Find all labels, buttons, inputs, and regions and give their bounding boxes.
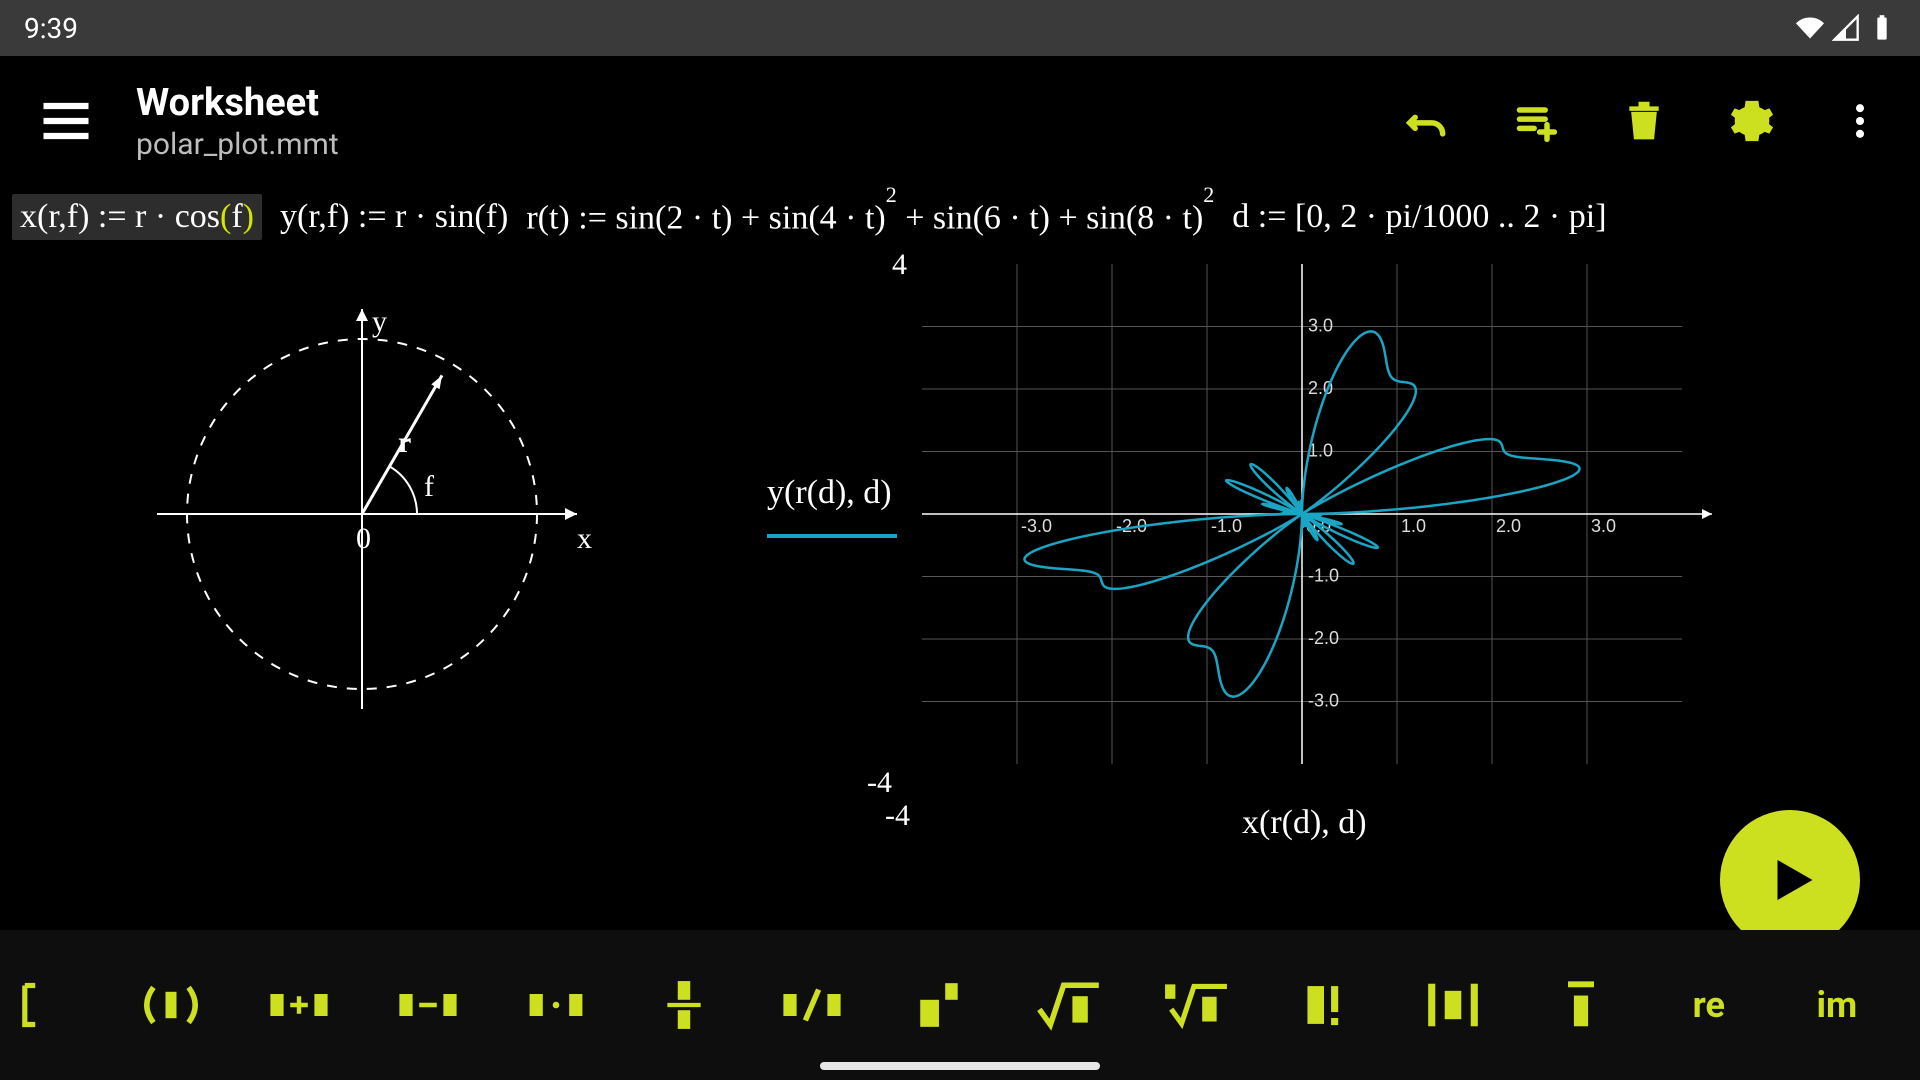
tool-parentheses[interactable] [126, 970, 216, 1040]
formula-x[interactable]: x(r,f) := r · cos(f) [12, 194, 262, 240]
more-vert-icon [1838, 99, 1882, 143]
delete-button[interactable] [1620, 97, 1668, 145]
tool-conjugate[interactable] [1536, 970, 1626, 1040]
svg-text:3.0: 3.0 [1308, 316, 1333, 336]
svg-text:2.0: 2.0 [1496, 516, 1521, 536]
tool-minus[interactable] [383, 970, 473, 1040]
tool-plus[interactable] [254, 970, 344, 1040]
tool-bracket-close[interactable] [0, 970, 88, 1040]
diagram-area: xy0rf 4 -4 -4 y(r(d), d) x(r(d), d) -3.0… [12, 254, 1908, 874]
svg-text:-1.0: -1.0 [1308, 566, 1339, 586]
svg-text:3.0: 3.0 [1591, 516, 1616, 536]
status-icons [1796, 14, 1896, 42]
formula-y[interactable]: y(r,f) := r · sin(f) [280, 198, 508, 236]
signal-icon [1832, 14, 1860, 42]
svg-text:-3.0: -3.0 [1308, 691, 1339, 711]
page-title: Worksheet [136, 81, 1404, 125]
formula-row[interactable]: x(r,f) := r · cos(f) y(r,f) := r · sin(f… [12, 194, 1908, 246]
chart-xmin-label: -4 [885, 799, 910, 833]
chart-y-axis-label: y(r(d), d) [767, 474, 892, 512]
battery-icon [1868, 14, 1896, 42]
hamburger-icon [36, 91, 96, 151]
svg-text:1.0: 1.0 [1401, 516, 1426, 536]
run-button[interactable] [1720, 810, 1860, 950]
formula-r[interactable]: r(t) := sin(2 · t) + sin(4 · t)2 + sin(6… [526, 196, 1214, 237]
status-bar: 9:39 [0, 0, 1920, 56]
menu-button[interactable] [36, 91, 96, 151]
undo-icon [1406, 99, 1450, 143]
svg-text:f: f [424, 470, 434, 503]
tool-abs[interactable] [1408, 970, 1498, 1040]
math-toolbar: re im [0, 930, 1920, 1080]
svg-text:0: 0 [356, 522, 371, 555]
tool-imaginary[interactable]: im [1792, 970, 1882, 1040]
tool-multiply[interactable] [511, 970, 601, 1040]
toolbar [1404, 97, 1904, 145]
playlist-add-icon [1514, 99, 1558, 143]
more-button[interactable] [1836, 97, 1884, 145]
tool-nth-root[interactable] [1151, 970, 1241, 1040]
polar-coordinate-diagram: x y 0 rf [132, 294, 592, 734]
tool-power[interactable] [895, 970, 985, 1040]
title-block: Worksheet polar_plot.mmt [136, 81, 1404, 162]
worksheet-content: x(r,f) := r · cos(f) y(r,f) := r · sin(f… [0, 186, 1920, 926]
tool-factorial[interactable] [1279, 970, 1369, 1040]
chart-legend-line [767, 534, 897, 538]
svg-text:-3.0: -3.0 [1021, 516, 1052, 536]
chart-ymin-label: -4 [867, 766, 892, 800]
tool-divide[interactable] [767, 970, 857, 1040]
add-list-button[interactable] [1512, 97, 1560, 145]
settings-button[interactable] [1728, 97, 1776, 145]
chart-x-axis-label: x(r(d), d) [1242, 804, 1367, 842]
wifi-icon [1796, 14, 1824, 42]
svg-text:r: r [398, 426, 411, 459]
trash-icon [1622, 99, 1666, 143]
svg-text:x: x [577, 522, 592, 555]
svg-text:-2.0: -2.0 [1308, 628, 1339, 648]
play-icon [1760, 850, 1820, 910]
nav-indicator [820, 1062, 1100, 1070]
polar-plot-chart: -3.0-2.0-1.00.01.02.03.0-3.0-2.0-1.01.02… [922, 264, 1722, 804]
tool-fraction[interactable] [639, 970, 729, 1040]
status-time: 9:39 [24, 12, 78, 45]
app-bar: Worksheet polar_plot.mmt [0, 56, 1920, 186]
formula-d[interactable]: d := [0, 2 · pi/1000 .. 2 · pi] [1232, 198, 1606, 236]
chart-ymax-label: 4 [892, 248, 907, 282]
page-subtitle: polar_plot.mmt [136, 127, 1404, 162]
undo-button[interactable] [1404, 97, 1452, 145]
svg-text:y: y [372, 305, 387, 338]
tool-real[interactable]: re [1664, 970, 1754, 1040]
tool-sqrt[interactable] [1023, 970, 1113, 1040]
gear-icon [1730, 99, 1774, 143]
